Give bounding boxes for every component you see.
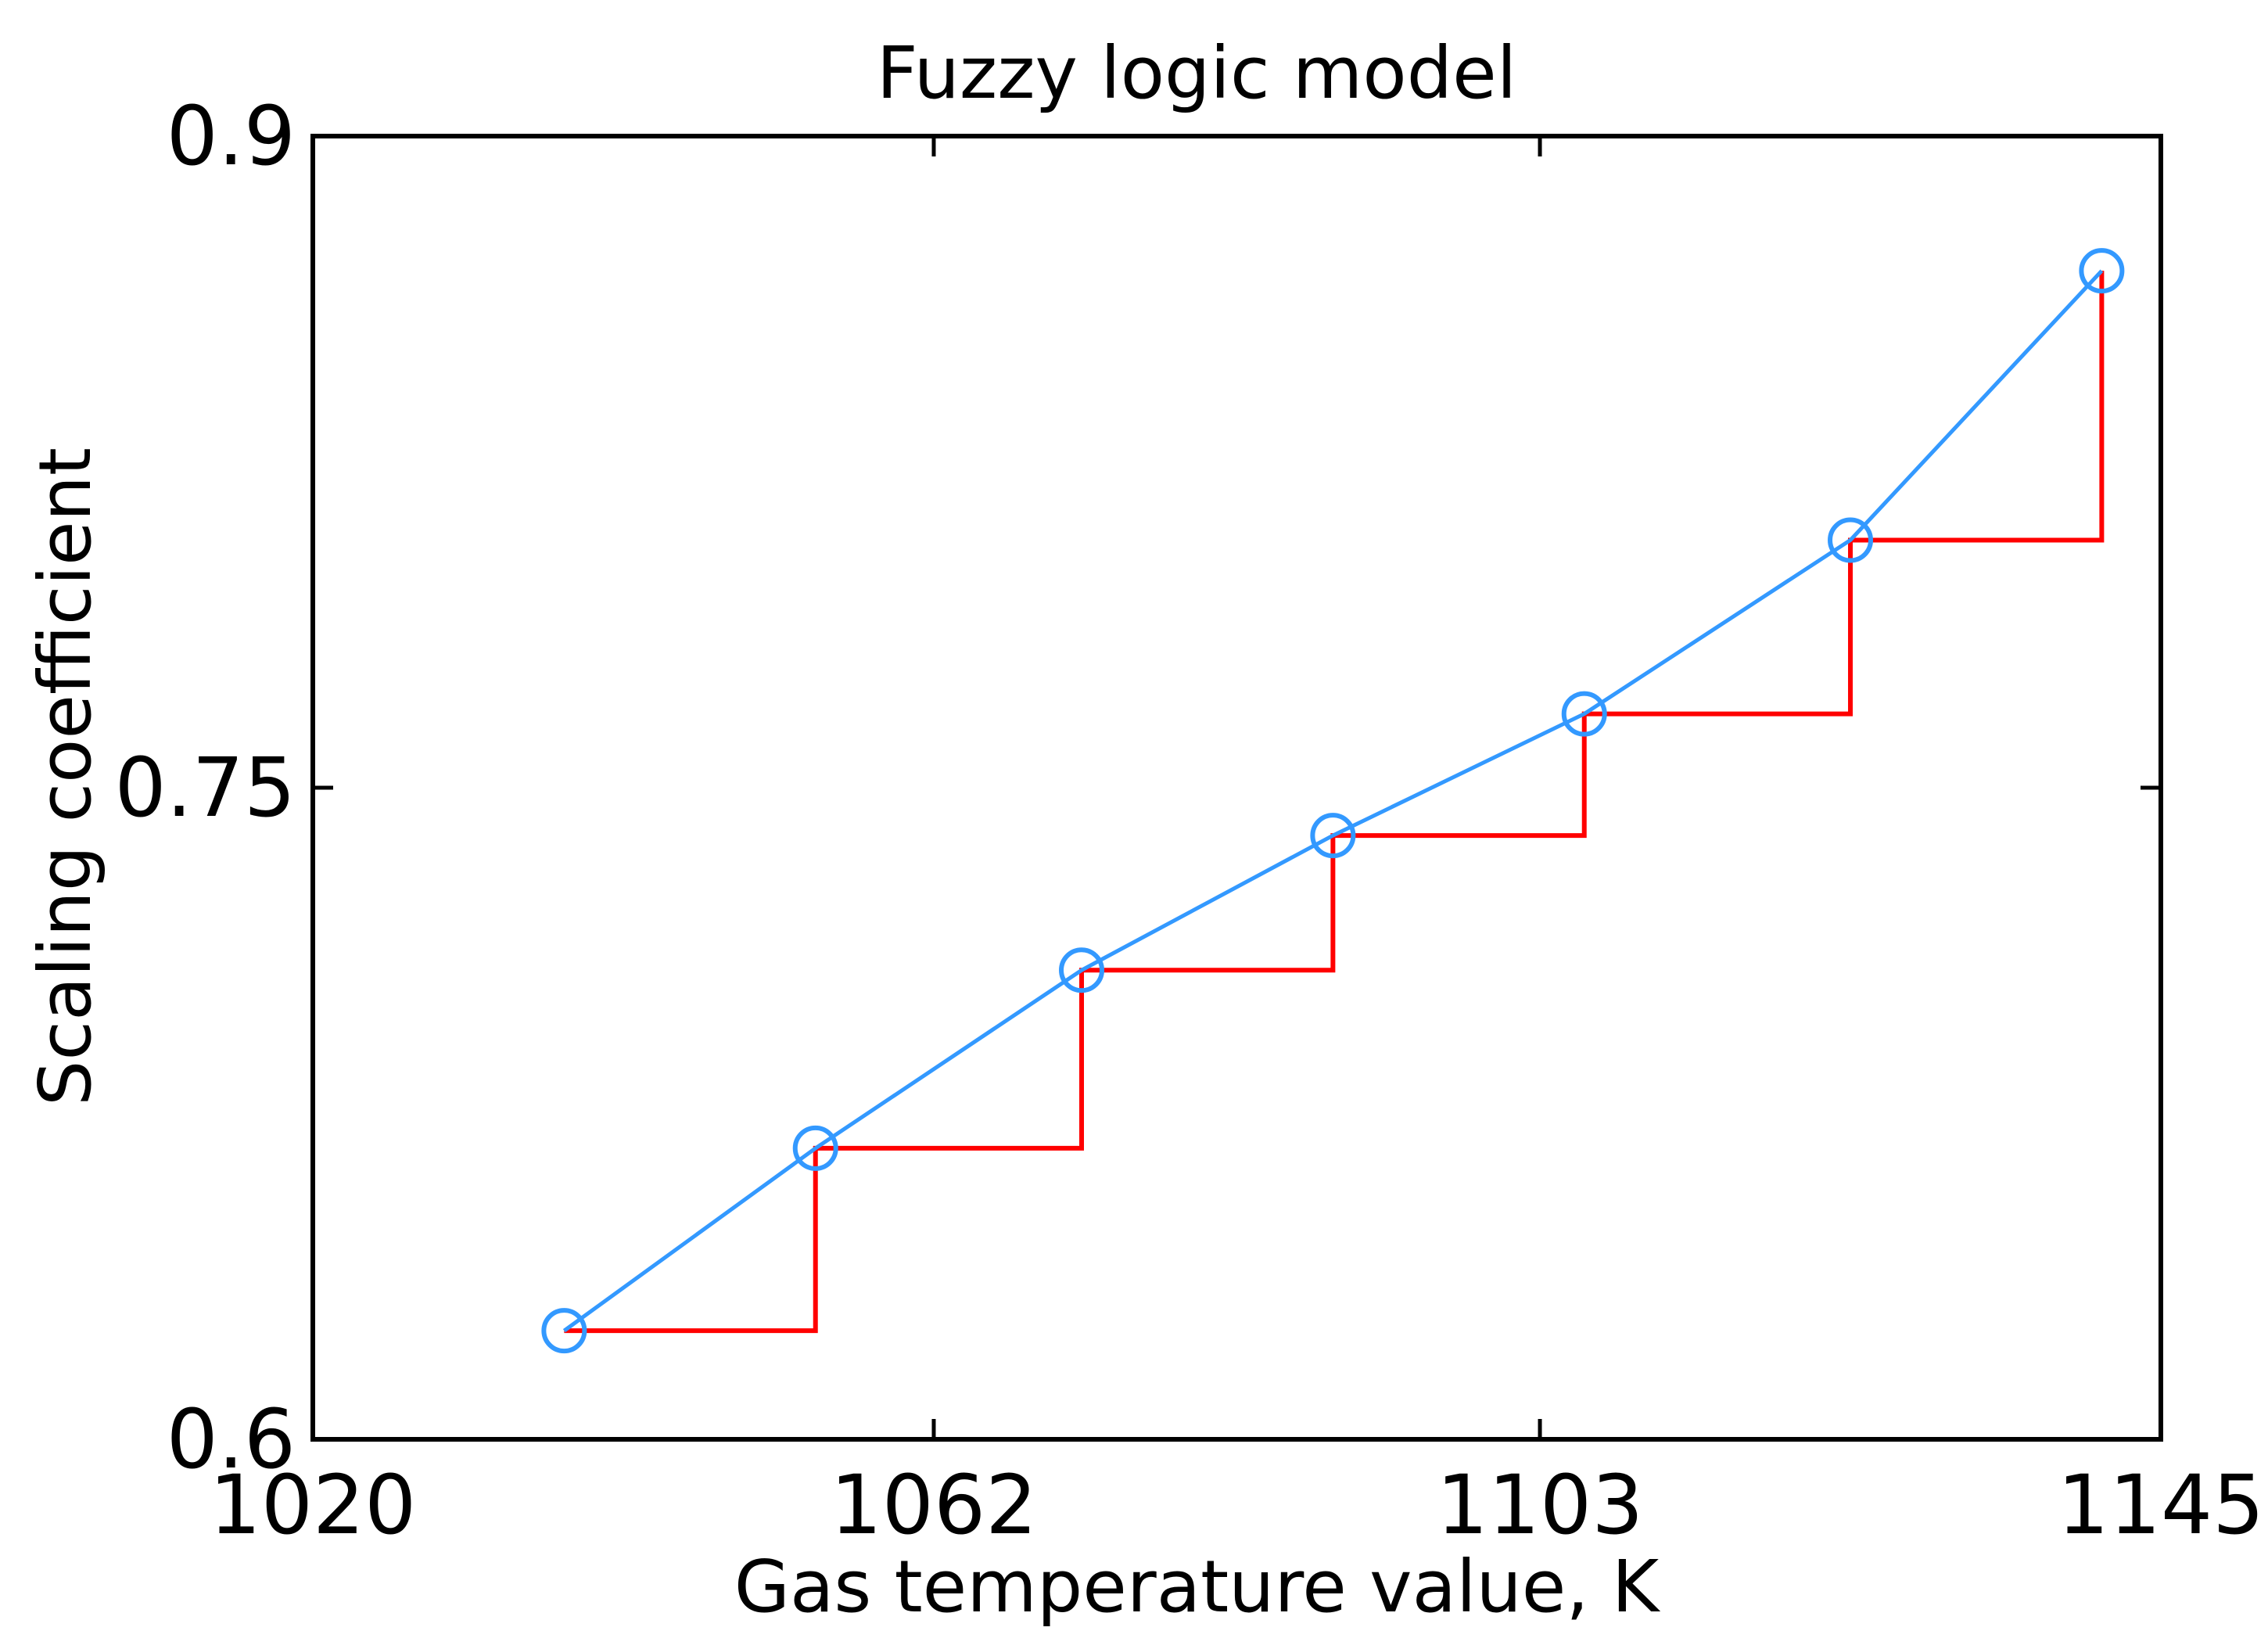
chart-title: Fuzzy logic model (877, 31, 1517, 115)
series-layer (541, 248, 2125, 1354)
line-series-line (562, 269, 2104, 1333)
plot-frame (310, 134, 2163, 1442)
y-tick-label: 0.6 (167, 1392, 296, 1487)
step-series-line (564, 271, 2105, 1334)
x-tick-label: 1103 (1437, 1457, 1644, 1553)
axis-ticks (310, 134, 2163, 1442)
y-axis-label: Scaling coefficient (23, 447, 107, 1106)
y-tick-label: 0.9 (167, 88, 296, 184)
x-tick-label: 1145 (2058, 1457, 2265, 1553)
line-series-point (541, 1308, 587, 1354)
line-series-point (792, 1125, 838, 1171)
x-axis-label: Gas temperature value, K (734, 1545, 1661, 1629)
axis-tick-labels: 1020 1062 1103 1145 0.6 0.75 0.9 (114, 88, 2264, 1553)
x-tick-label: 1020 (210, 1457, 417, 1553)
line-series-point (1310, 813, 1356, 859)
line-series-point (1561, 691, 1607, 737)
y-axis-label-group: Scaling coefficient (23, 447, 107, 1106)
line-series-point (2079, 248, 2125, 294)
x-tick-label: 1062 (831, 1457, 1038, 1553)
line-series-point (1828, 517, 1874, 563)
line-series-point (1059, 947, 1105, 993)
y-tick-label: 0.75 (114, 740, 296, 835)
